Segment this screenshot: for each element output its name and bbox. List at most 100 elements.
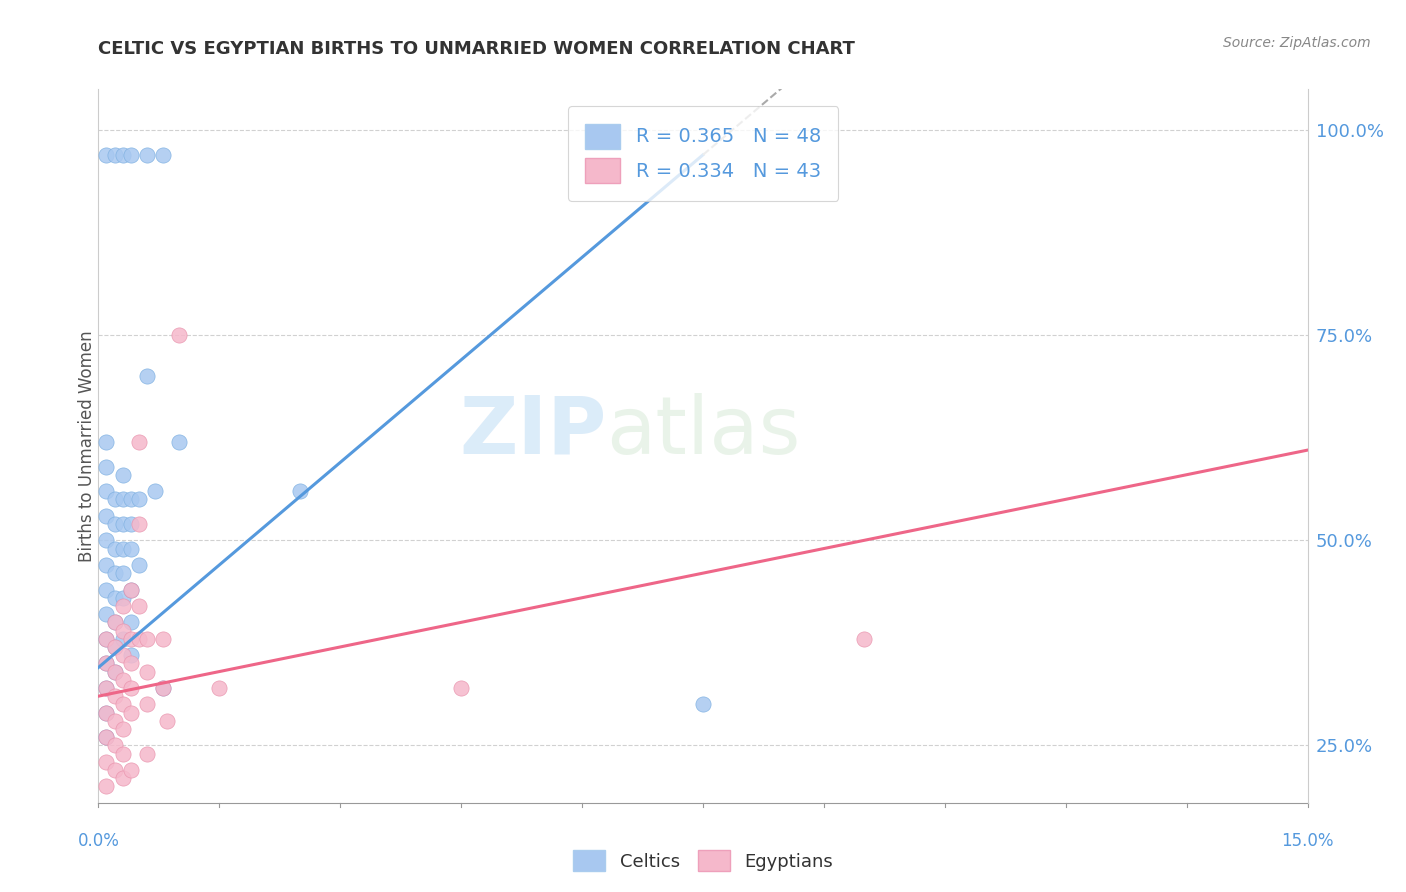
Point (96, 484, 118, 499)
Point (167, 328, 190, 343)
Point (135, 369, 157, 384)
Point (135, 632, 157, 646)
Point (103, 714, 125, 728)
Point (692, 698, 714, 712)
Point (96, 730, 118, 744)
Point (111, 747, 134, 761)
Point (103, 640, 125, 654)
Point (120, 582, 142, 597)
Point (111, 722, 134, 736)
Point (111, 467, 134, 482)
Point (128, 632, 150, 646)
Point (103, 763, 125, 777)
Text: 15.0%: 15.0% (1281, 831, 1334, 849)
Point (96, 632, 118, 646)
Point (152, 681, 174, 695)
Point (96, 706, 118, 720)
Point (103, 739, 125, 753)
Point (208, 681, 231, 695)
Point (135, 665, 157, 679)
Point (111, 148, 134, 162)
Point (128, 492, 150, 507)
Point (96, 434, 118, 449)
Point (111, 632, 134, 646)
Point (120, 492, 142, 507)
Point (111, 541, 134, 556)
Point (120, 763, 142, 777)
Point (96, 148, 118, 162)
Text: Source: ZipAtlas.com: Source: ZipAtlas.com (1223, 36, 1371, 50)
Point (96, 657, 118, 671)
Point (103, 615, 125, 630)
Point (111, 648, 134, 662)
Point (450, 681, 472, 695)
Point (103, 541, 125, 556)
Point (103, 591, 125, 605)
Point (96, 558, 118, 572)
Point (96, 657, 118, 671)
Point (96, 706, 118, 720)
Point (96, 582, 118, 597)
Point (120, 706, 142, 720)
Point (120, 582, 142, 597)
Legend: R = 0.365   N = 48, R = 0.334   N = 43: R = 0.365 N = 48, R = 0.334 N = 43 (568, 106, 838, 201)
Point (111, 599, 134, 613)
Point (103, 492, 125, 507)
Point (111, 591, 134, 605)
Point (96, 730, 118, 744)
Point (135, 698, 157, 712)
Point (111, 492, 134, 507)
Point (103, 516, 125, 531)
Point (96, 681, 118, 695)
Point (120, 648, 142, 662)
Point (128, 599, 150, 613)
Point (120, 516, 142, 531)
Point (135, 148, 157, 162)
Point (103, 640, 125, 654)
Point (103, 665, 125, 679)
Point (96, 508, 118, 523)
Point (103, 566, 125, 581)
Point (156, 714, 179, 728)
Point (128, 434, 150, 449)
Point (167, 434, 190, 449)
Point (103, 615, 125, 630)
Point (120, 148, 142, 162)
Text: 0.0%: 0.0% (77, 831, 120, 849)
Point (120, 615, 142, 630)
Point (111, 673, 134, 687)
Point (103, 148, 125, 162)
Text: atlas: atlas (606, 392, 800, 471)
Point (111, 624, 134, 638)
Point (120, 681, 142, 695)
Point (288, 484, 311, 499)
Point (96, 533, 118, 548)
Point (111, 771, 134, 785)
Point (111, 516, 134, 531)
Point (128, 558, 150, 572)
Point (143, 484, 166, 499)
Y-axis label: Births to Unmarried Women: Births to Unmarried Women (79, 330, 96, 562)
Point (152, 148, 174, 162)
Point (96, 681, 118, 695)
Point (111, 566, 134, 581)
Point (96, 632, 118, 646)
Point (135, 747, 157, 761)
Point (152, 681, 174, 695)
Text: ZIP: ZIP (458, 392, 606, 471)
Point (853, 632, 876, 646)
Point (96, 755, 118, 769)
Point (96, 607, 118, 622)
Text: CELTIC VS EGYPTIAN BIRTHS TO UNMARRIED WOMEN CORRELATION CHART: CELTIC VS EGYPTIAN BIRTHS TO UNMARRIED W… (98, 40, 855, 58)
Point (120, 632, 142, 646)
Point (103, 665, 125, 679)
Point (120, 657, 142, 671)
Point (111, 698, 134, 712)
Legend: Celtics, Egyptians: Celtics, Egyptians (565, 843, 841, 879)
Point (96, 459, 118, 474)
Point (120, 541, 142, 556)
Point (96, 780, 118, 794)
Point (128, 516, 150, 531)
Point (152, 632, 174, 646)
Point (103, 689, 125, 703)
